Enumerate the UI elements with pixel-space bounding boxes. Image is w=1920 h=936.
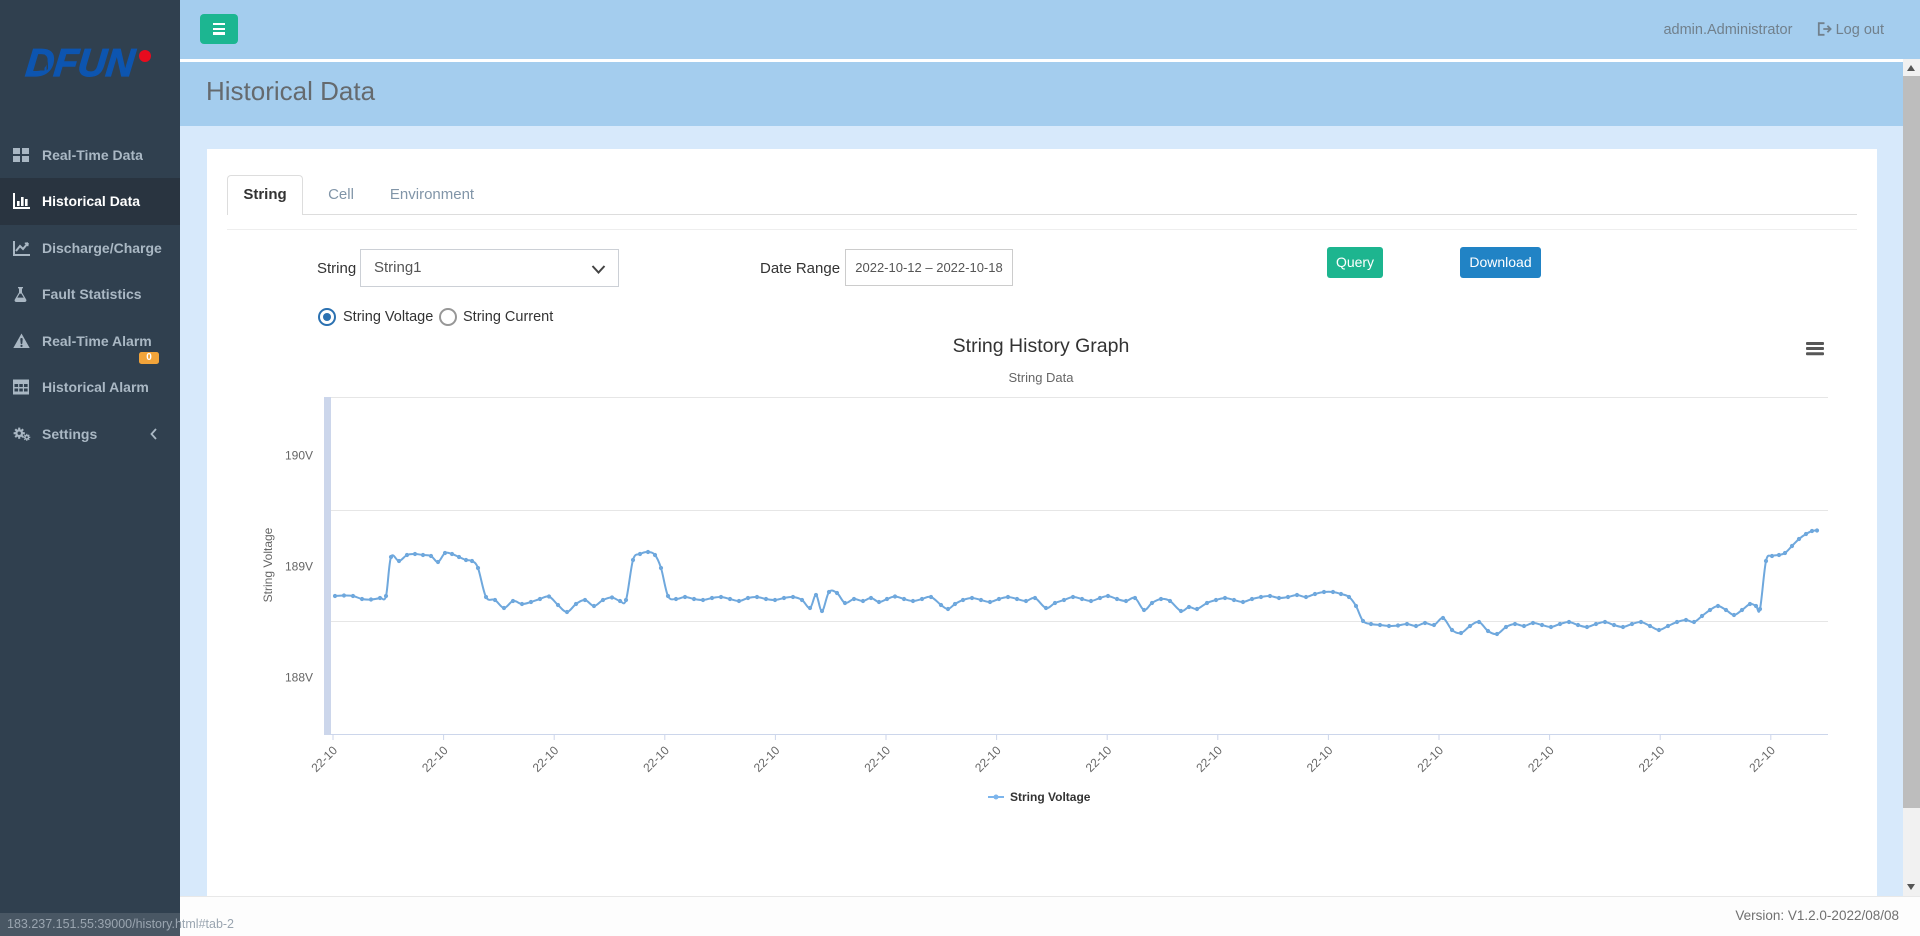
svg-text:String Data: String Data [1008, 370, 1074, 385]
svg-text:22-10: 22-10 [419, 743, 451, 775]
svg-text:22-10: 22-10 [1304, 743, 1336, 775]
svg-text:189V: 189V [285, 560, 313, 574]
svg-text:22-10: 22-10 [862, 743, 894, 775]
svg-text:190V: 190V [285, 449, 313, 463]
svg-text:String Voltage: String Voltage [1010, 790, 1091, 804]
svg-text:22-10: 22-10 [530, 743, 562, 775]
svg-text:22-10: 22-10 [751, 743, 783, 775]
svg-text:22-10: 22-10 [1193, 743, 1225, 775]
svg-text:22-10: 22-10 [640, 743, 672, 775]
svg-text:22-10: 22-10 [1525, 743, 1557, 775]
svg-text:22-10: 22-10 [1636, 743, 1668, 775]
svg-text:22-10: 22-10 [1083, 743, 1115, 775]
svg-text:22-10: 22-10 [972, 743, 1004, 775]
svg-text:String Voltage: String Voltage [261, 527, 275, 602]
svg-text:188V: 188V [285, 671, 313, 685]
svg-text:22-10: 22-10 [309, 743, 341, 775]
svg-text:22-10: 22-10 [1746, 743, 1778, 775]
svg-text:22-10: 22-10 [1415, 743, 1447, 775]
svg-text:String History Graph: String History Graph [953, 335, 1130, 357]
